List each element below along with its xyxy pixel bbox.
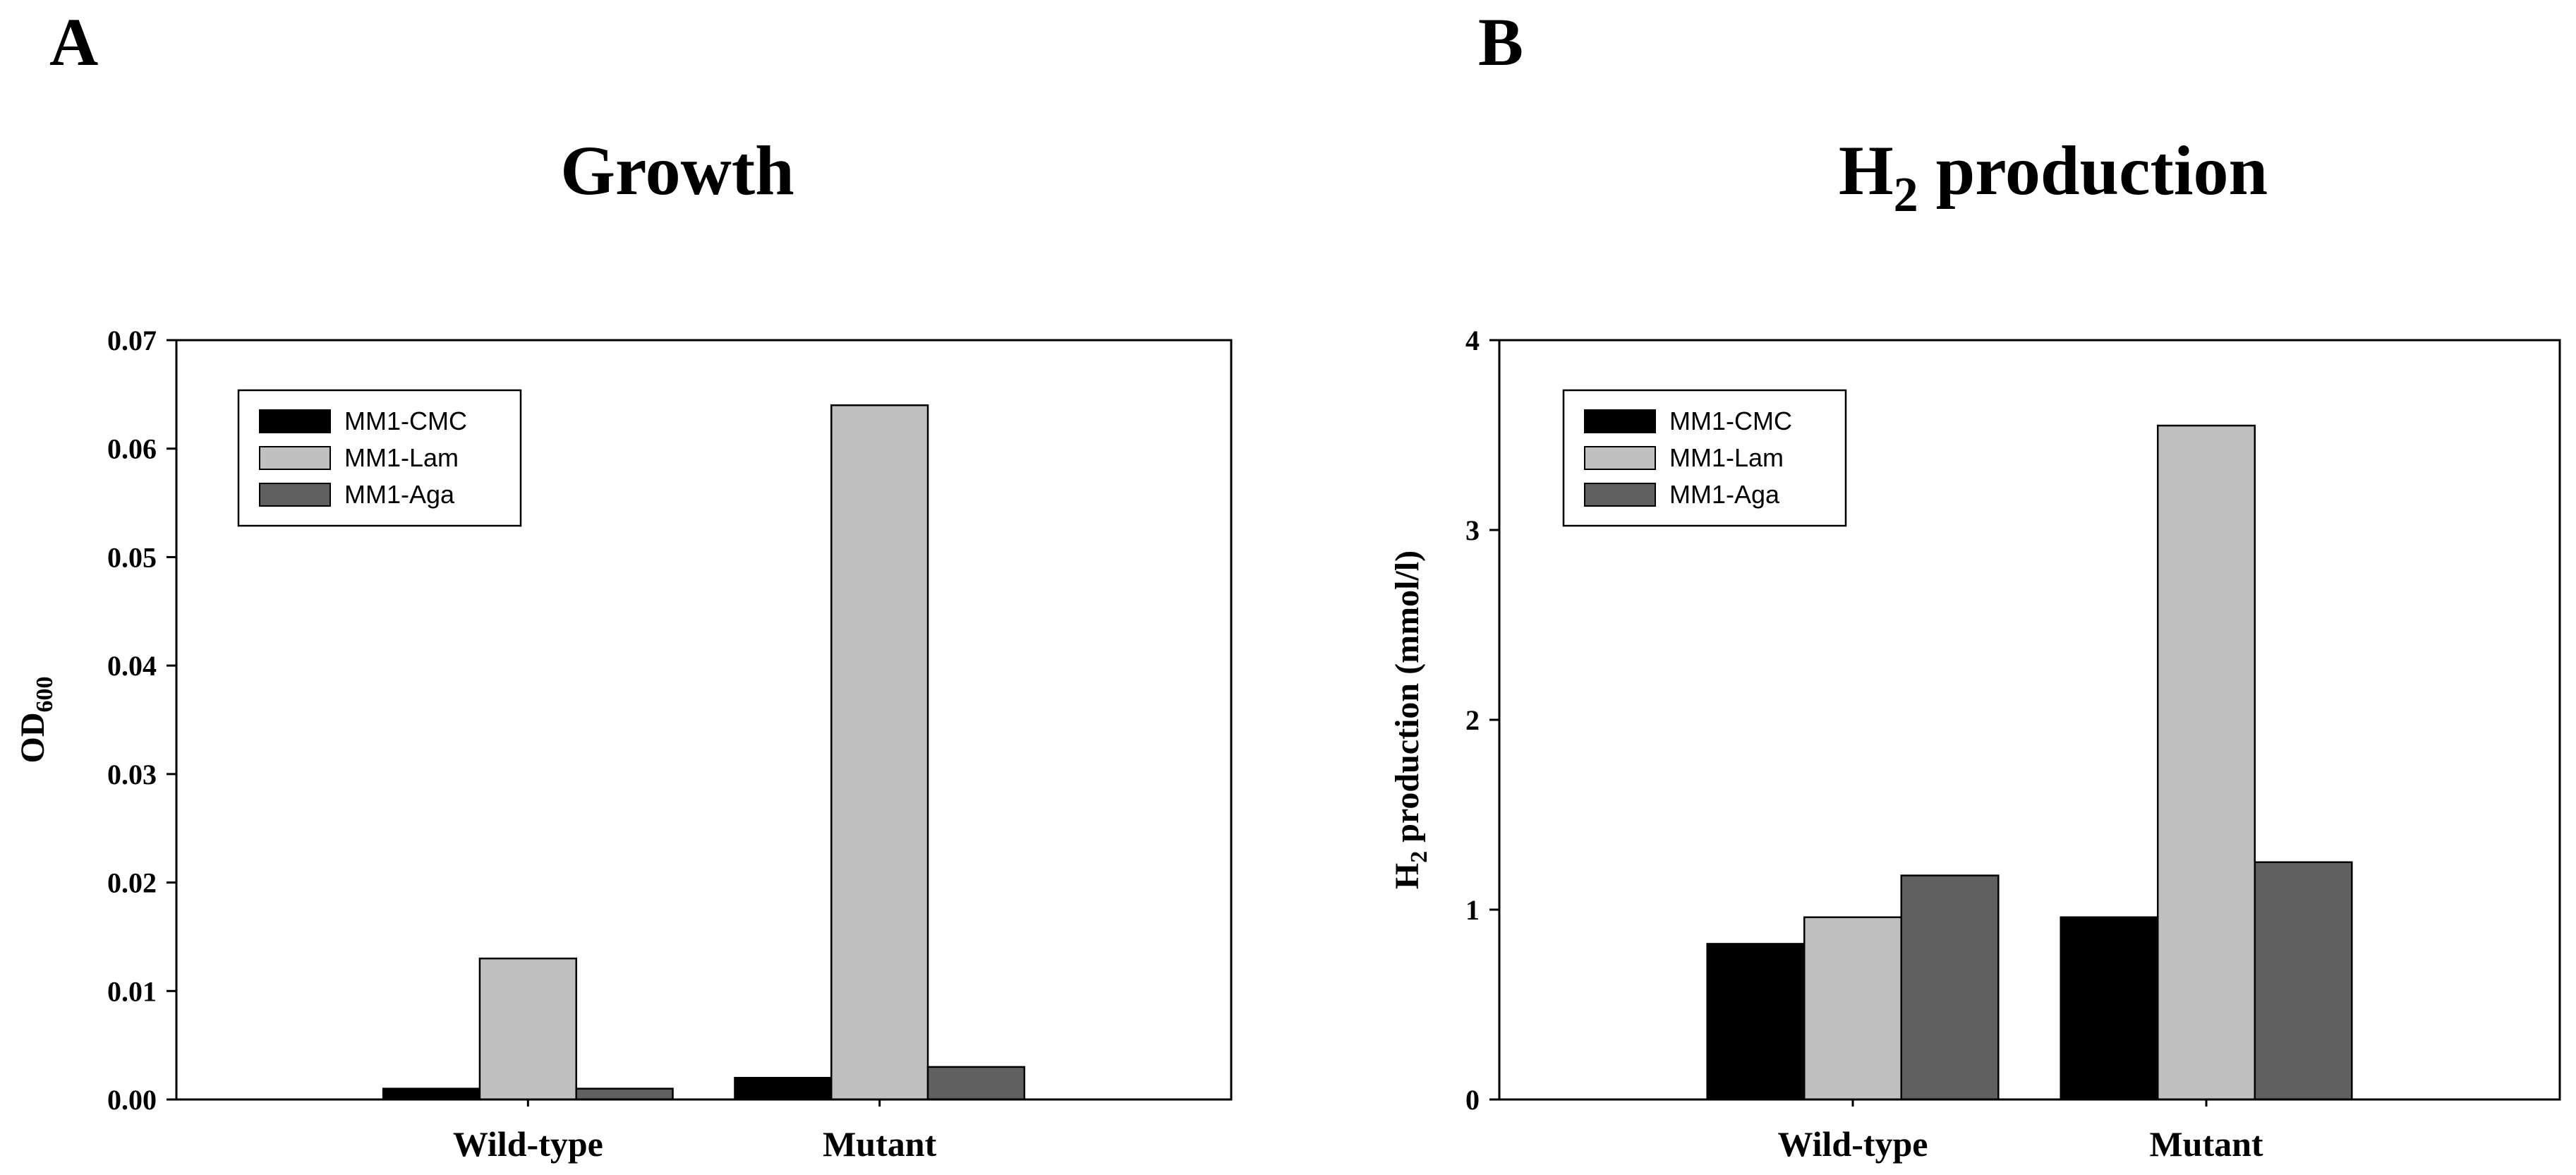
y-tick-label: 0 [1465, 1084, 1480, 1116]
y-tick-label: 0.02 [107, 867, 157, 899]
panel-b: B H2 production H2 production (mmol/l) 0… [1389, 4, 2561, 1164]
y-tick-label: 1 [1465, 894, 1480, 926]
x-category-label: Mutant [823, 1124, 936, 1164]
x-axis-labels: Wild-type Mutant [453, 1099, 937, 1164]
y-axis-ticks: 0 1 2 3 4 [1465, 325, 1499, 1116]
legend-entry: MM1-Lam [1669, 443, 1784, 472]
bar-mm1-aga-mutant [2254, 861, 2353, 1101]
legend: MM1-CMC MM1-Lam MM1-Aga [1562, 389, 1847, 527]
y-tick-label: 4 [1465, 325, 1480, 356]
legend-entry: MM1-Lam [344, 443, 459, 472]
y-tick-label: 0.03 [107, 759, 157, 790]
y-tick-label: 0.04 [107, 650, 157, 682]
legend-swatch [259, 446, 331, 470]
y-tick-label: 0.01 [107, 975, 157, 1007]
y-axis-label: H2 production (mmol/l) [1389, 550, 1432, 889]
panel-label: B [1478, 4, 1523, 80]
y-tick-label: 0.00 [107, 1084, 157, 1116]
bar-mm1-cmc-mutant [2060, 916, 2159, 1101]
plot-frame [175, 339, 1233, 1101]
legend-swatch [1584, 409, 1656, 433]
bar-mm1-lam-wild-type [478, 957, 577, 1101]
plot-frame [1498, 339, 2561, 1101]
bars [1706, 424, 2353, 1101]
legend-swatch [259, 483, 331, 507]
bars [382, 404, 1026, 1101]
x-category-label: Wild-type [1778, 1124, 1928, 1164]
bar-mm1-aga-wild-type [1900, 874, 2000, 1101]
legend-entry: MM1-CMC [344, 406, 467, 435]
bar-mm1-aga-wild-type [575, 1087, 674, 1101]
bar-mm1-lam-wild-type [1803, 916, 1903, 1101]
legend: MM1-CMC MM1-Lam MM1-Aga [237, 389, 522, 527]
chart-title: Growth [560, 131, 794, 210]
legend-swatch [1584, 483, 1656, 507]
bar-mm1-cmc-wild-type [1706, 943, 1806, 1101]
y-tick-label: 3 [1465, 514, 1480, 546]
legend-entry: MM1-CMC [1669, 406, 1792, 435]
bar-mm1-cmc-wild-type [382, 1087, 481, 1101]
chart-title: H2 production [1839, 131, 2268, 222]
y-tick-label: 0.06 [107, 433, 157, 465]
x-category-label: Mutant [2149, 1124, 2263, 1164]
bar-mm1-cmc-mutant [734, 1077, 833, 1101]
bar-mm1-lam-mutant [830, 404, 929, 1101]
x-axis-labels: Wild-type Mutant [1778, 1099, 2263, 1164]
legend-entry: MM1-Aga [344, 480, 455, 509]
y-axis-label: OD600 [14, 677, 58, 764]
legend-entry: MM1-Aga [1669, 480, 1780, 509]
panel-label: A [49, 4, 98, 80]
bar-mm1-lam-mutant [2156, 424, 2256, 1101]
y-axis-ticks: 0.00 0.01 0.02 0.03 0.04 0.05 0.06 0.07 [107, 325, 176, 1116]
legend-swatch [259, 409, 331, 433]
y-tick-label: 2 [1465, 704, 1480, 736]
y-tick-label: 0.05 [107, 541, 157, 573]
panel-a: A Growth OD600 0.000.010.020.030.040.050… [14, 4, 1233, 1164]
bar-mm1-aga-mutant [926, 1066, 1026, 1101]
y-tick-label: 0.07 [107, 325, 157, 356]
x-category-label: Wild-type [453, 1124, 603, 1164]
legend-swatch [1584, 446, 1656, 470]
